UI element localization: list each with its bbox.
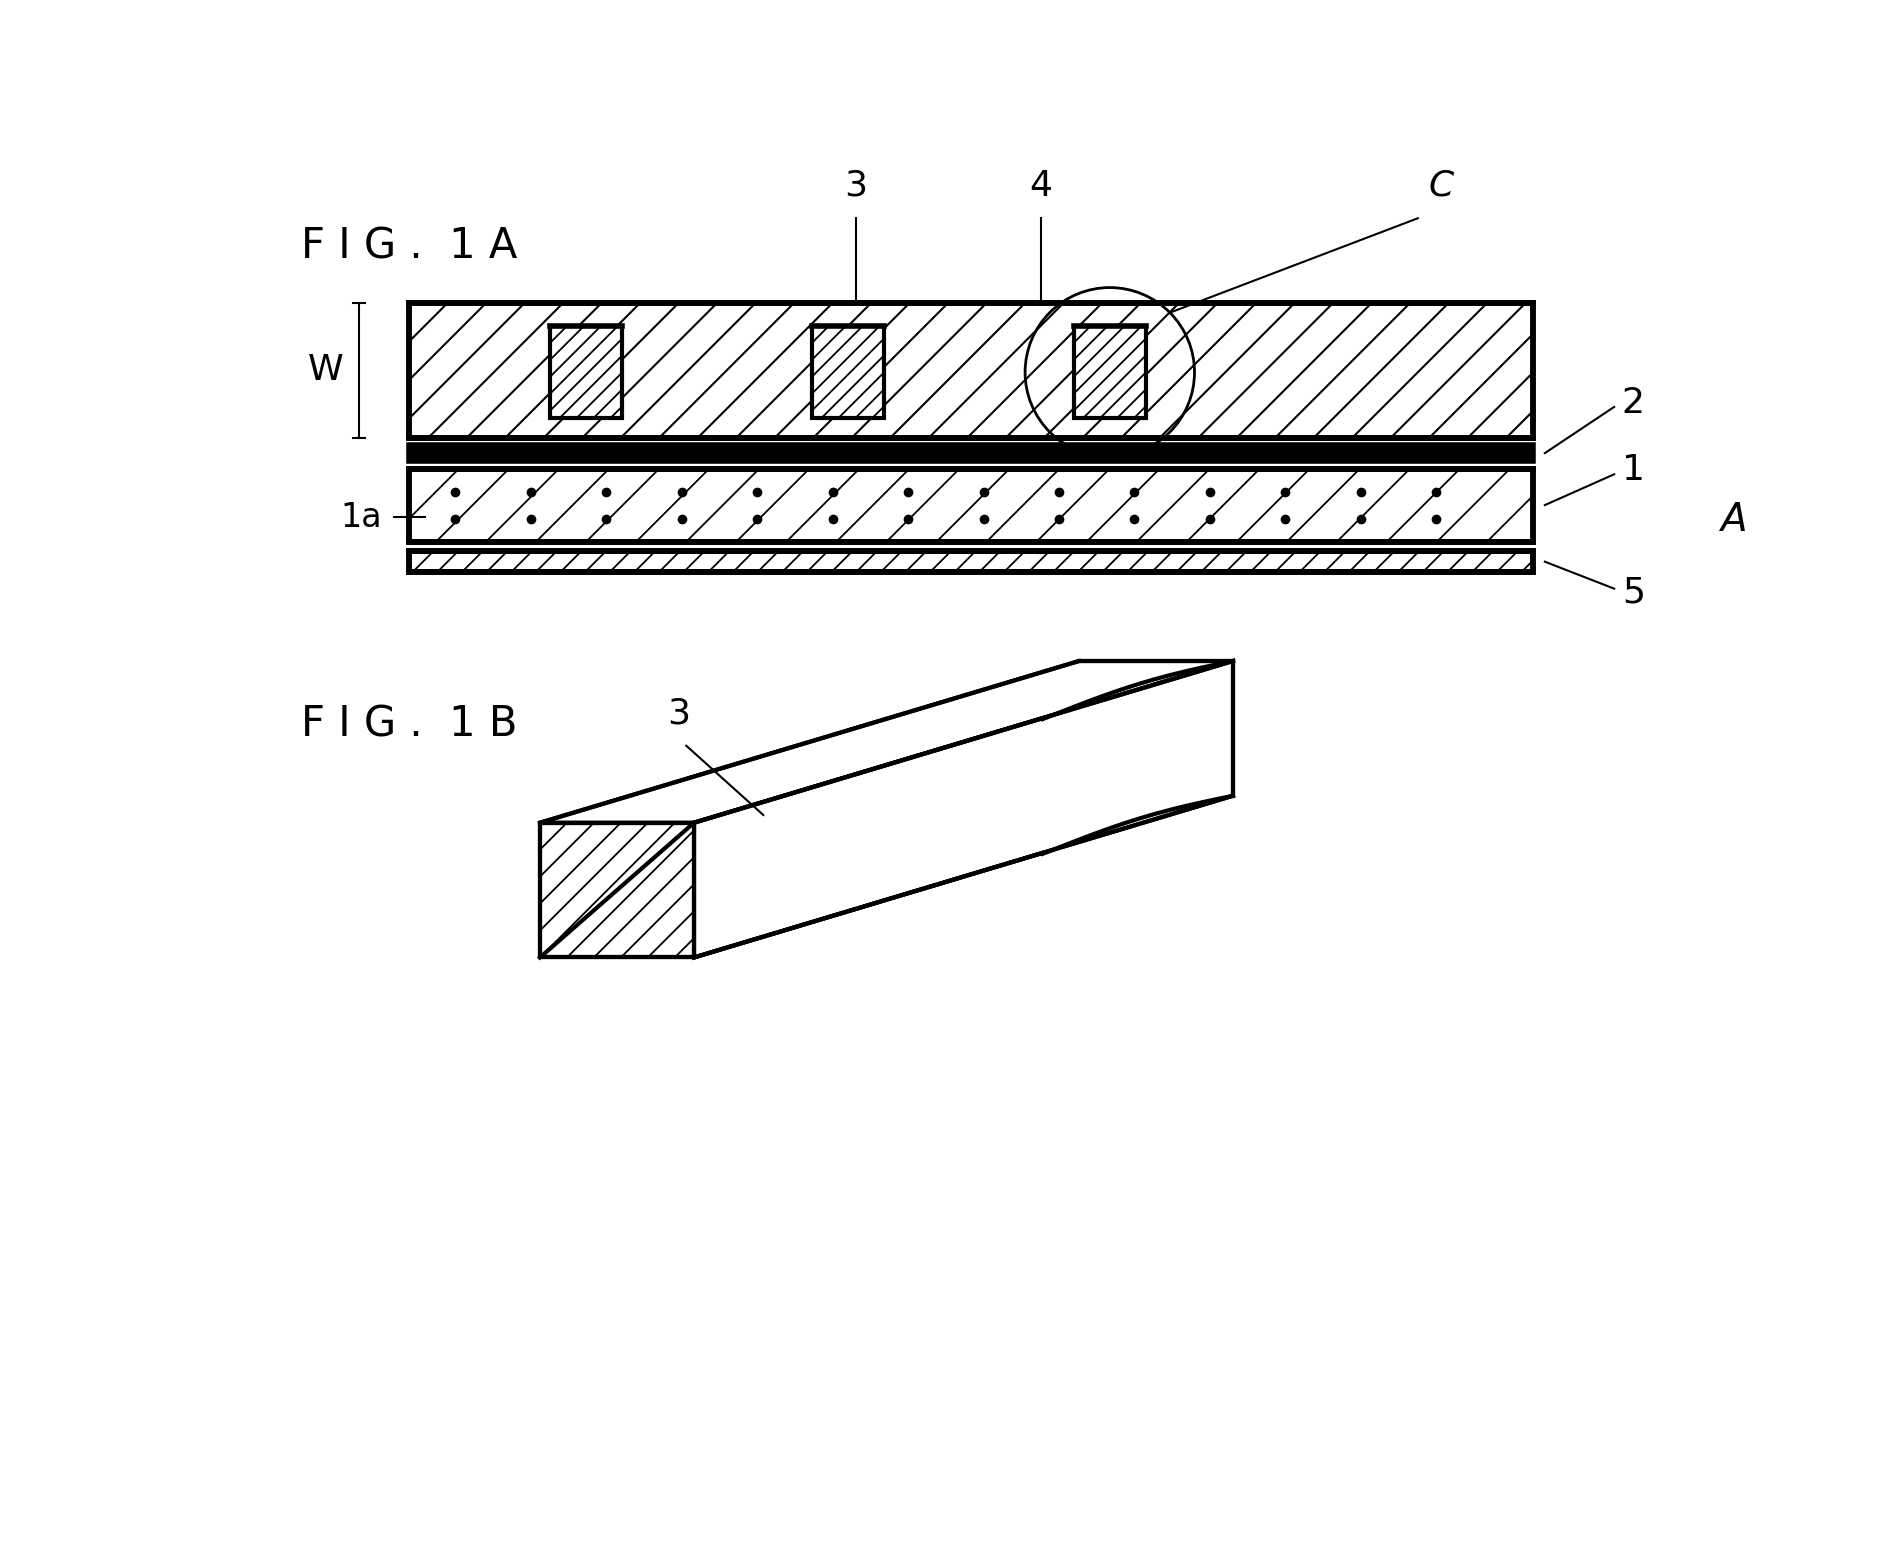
Polygon shape (540, 822, 694, 958)
Text: A: A (1720, 501, 1747, 540)
Text: 2: 2 (1622, 386, 1645, 420)
Text: 4: 4 (1028, 168, 1053, 202)
Polygon shape (540, 660, 1233, 822)
Polygon shape (812, 326, 884, 418)
Polygon shape (410, 302, 1534, 438)
Polygon shape (1073, 326, 1147, 418)
Polygon shape (410, 469, 1534, 542)
Polygon shape (551, 326, 622, 418)
Text: W: W (308, 353, 344, 387)
Polygon shape (410, 446, 1534, 461)
Text: 1: 1 (1622, 454, 1645, 488)
Text: 1a: 1a (340, 500, 382, 534)
Text: 3: 3 (667, 696, 690, 730)
Text: 3: 3 (844, 168, 867, 202)
Text: C: C (1429, 168, 1453, 202)
Text: F I G .  1 B: F I G . 1 B (301, 704, 517, 745)
Polygon shape (694, 660, 1233, 958)
Text: 5: 5 (1622, 576, 1645, 609)
Text: F I G .  1 A: F I G . 1 A (301, 225, 517, 268)
Polygon shape (410, 551, 1534, 572)
